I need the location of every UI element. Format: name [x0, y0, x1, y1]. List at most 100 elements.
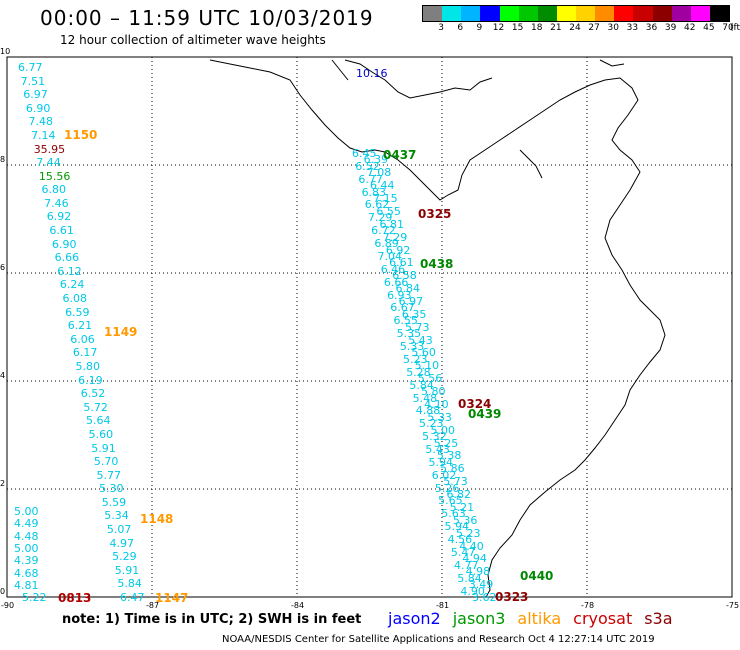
swh-value: 5.25 [433, 436, 459, 450]
swh-value: 6.59 [65, 305, 90, 319]
swh-value: 6.58 [392, 269, 417, 283]
y-tick-label: 4 [0, 371, 6, 380]
swh-value: 5.63 [441, 507, 466, 521]
pass-time-label: 0439 [468, 407, 502, 421]
swh-value: 6.92 [385, 243, 411, 257]
map-title: 00:00 – 11:59 UTC 10/03/2019 [40, 6, 374, 30]
swh-value: 4.77 [454, 558, 479, 572]
swh-value: 4.39 [14, 554, 39, 568]
legend-swatch [633, 6, 653, 21]
legend-swatch [614, 6, 634, 21]
swh-value: 35.95 [33, 142, 66, 156]
swh-value: 4.98 [465, 565, 491, 579]
pass-time-label: 0813 [58, 591, 92, 605]
swh-value: 5.47 [450, 545, 476, 559]
swh-value: 5.65 [438, 494, 463, 508]
footnote: note: 1) Time is in UTC; 2) SWH is in fe… [62, 612, 362, 627]
legend-label: 45 [703, 23, 715, 33]
swh-value: 5.35 [396, 327, 422, 341]
swh-value: 5.86 [440, 462, 465, 476]
swh-value: 5.10 [414, 359, 440, 373]
swh-value: 5.28 [406, 365, 431, 379]
legend-unit: (ft) [730, 23, 740, 33]
swh-value: 6.55 [393, 314, 418, 328]
swh-value: 6.45 [352, 147, 377, 160]
y-tick-label: 6 [0, 263, 6, 272]
pass-time-label: 0323 [495, 590, 529, 604]
swh-value: 6.19 [78, 373, 103, 387]
swh-value: 6.66 [54, 251, 80, 265]
legend-swatch [652, 6, 672, 21]
legend-label: 36 [645, 23, 658, 33]
swh-value: 5.56 [417, 372, 443, 386]
swh-value: 5.43 [408, 333, 433, 347]
y-tick-label: 2 [0, 479, 6, 488]
swh-value: 7.15 [373, 192, 398, 206]
swh-value: 6.77 [18, 61, 43, 74]
legend-swatch [518, 6, 538, 21]
swh-value: 4.68 [14, 566, 39, 580]
swh-value: 6.97 [398, 295, 424, 308]
legend-label: 70 [722, 23, 734, 33]
swh-value: 5.21 [449, 500, 475, 514]
y-tick-label: 10 [0, 47, 11, 56]
swh-value: 6.02 [431, 468, 457, 482]
swh-value: 6.35 [401, 307, 427, 321]
swh-value: 5.80 [420, 385, 446, 399]
legend-swatch [442, 6, 462, 21]
legend-swatch [461, 6, 481, 21]
satellite-name: jason3 [452, 609, 506, 628]
swh-value: 5.33 [427, 410, 452, 424]
pass-time-label: 1147 [155, 591, 189, 605]
swh-value: 5.22 [22, 591, 47, 605]
color-scale-labels: 3 6 9 12 15 18 21 24 27 30 33 36 39 42 45 70 [422, 23, 733, 37]
swh-value: 15.56 [38, 169, 71, 183]
legend-swatch [671, 6, 691, 21]
swh-value: 5.91 [91, 441, 116, 455]
swh-value: 7.44 [36, 156, 61, 170]
pass-time-label: 1148 [140, 512, 174, 526]
swh-value: 5.70 [93, 455, 119, 469]
swh-value: 5.30 [99, 482, 124, 496]
x-tick-label: -81 [436, 601, 450, 610]
x-tick-label: -78 [581, 601, 595, 610]
legend-swatch [499, 6, 519, 21]
legend-label: 24 [569, 23, 581, 33]
swh-value: 7.51 [20, 74, 46, 88]
swh-value: 5.00 [14, 505, 39, 518]
swh-value: 5.84 [409, 378, 434, 392]
swh-value: 6.39 [363, 153, 389, 167]
swh-value: 6.47 [120, 591, 145, 604]
swh-value: 6.44 [369, 179, 395, 193]
pass-time-label: 0440 [520, 569, 554, 583]
swh-value: 6.12 [57, 264, 82, 278]
swh-value: 5.60 [411, 346, 436, 360]
legend-swatch [480, 6, 500, 21]
swh-value: 6.97 [23, 88, 48, 102]
satellite-name: s3a [644, 609, 673, 628]
color-scale-legend [422, 5, 730, 22]
satellite-name: jason2 [388, 609, 441, 628]
legend-swatch [595, 6, 615, 21]
swh-value: 10.16 [356, 67, 388, 80]
legend-label: 30 [607, 23, 619, 33]
swh-value: 6.77 [358, 172, 383, 186]
swh-value: 7.48 [28, 115, 53, 129]
swh-value: 5.32 [422, 430, 447, 444]
swh-value: 5.59 [101, 495, 127, 509]
satellite-name: altika [517, 609, 562, 628]
swh-value: 6.83 [361, 185, 387, 199]
swh-value: 4.97 [109, 536, 135, 550]
swh-value: 6.21 [67, 319, 93, 333]
swh-value: 5.36 [452, 513, 478, 527]
swh-value: 7.14 [31, 128, 56, 142]
credit-line: NOAA/NESDIS Center for Satellite Applica… [222, 634, 655, 645]
swh-value: 5.07 [106, 523, 132, 537]
pass-time-label: 0324 [458, 397, 492, 411]
x-tick-label: -90 [1, 601, 15, 610]
swh-value: 6.80 [41, 183, 67, 197]
swh-value: 5.00 [430, 423, 456, 437]
swh-value: 7.29 [382, 230, 408, 244]
swh-value: 6.72 [371, 224, 396, 238]
